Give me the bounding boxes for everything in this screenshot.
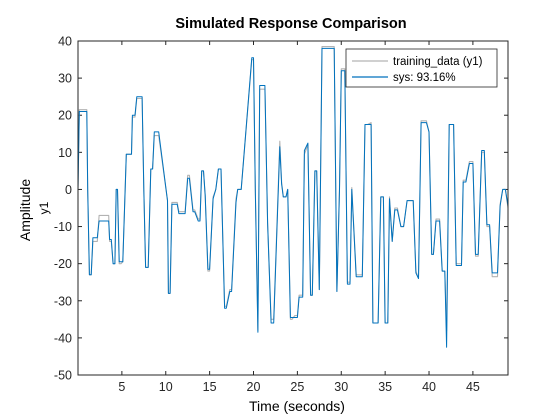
y-tick-label: 0 [65,183,72,197]
legend[interactable]: training_data (y1) sys: 93.16% [345,48,498,88]
legend-entry-sys: sys: 93.16% [393,72,456,84]
y-axis-label: Amplitude [17,179,33,241]
x-tick-label: 15 [203,380,217,394]
x-tick-label: 10 [159,380,173,394]
x-axis-label: Time (seconds) [249,398,345,414]
x-tick-label: 45 [466,380,480,394]
x-tick-label: 20 [247,380,261,394]
x-tick-label: 5 [118,380,125,394]
x-tick-label: 40 [422,380,436,394]
x-tick-label: 30 [334,380,348,394]
y-tick-label: 20 [58,109,72,123]
axes-box [77,40,509,376]
y-tick-label: -20 [54,257,72,271]
y-tick-label: -30 [54,294,72,308]
legend-box [345,48,498,88]
y-tick-label: -10 [54,220,72,234]
y-tick-labels: -50 -40 -30 -20 -10 0 10 20 30 40 [54,35,72,383]
channel-label: y1 [37,201,51,214]
y-tick-label: -40 [54,331,72,345]
y-tick-label: 30 [58,72,72,86]
chart-title: Simulated Response Comparison [175,16,406,32]
y-tick-label: 10 [58,146,72,160]
legend-entry-training-data: training_data (y1) [393,56,483,68]
series-line-sys [78,47,508,348]
x-tick-label: 25 [290,380,304,394]
x-tick-labels: 5 10 15 20 25 30 35 40 45 [118,380,479,394]
x-tick-label: 35 [378,380,392,394]
plot-area [78,41,508,375]
y-tick-label: 40 [58,35,72,49]
series-layer [78,46,508,348]
y-tick-label: -50 [54,369,72,383]
